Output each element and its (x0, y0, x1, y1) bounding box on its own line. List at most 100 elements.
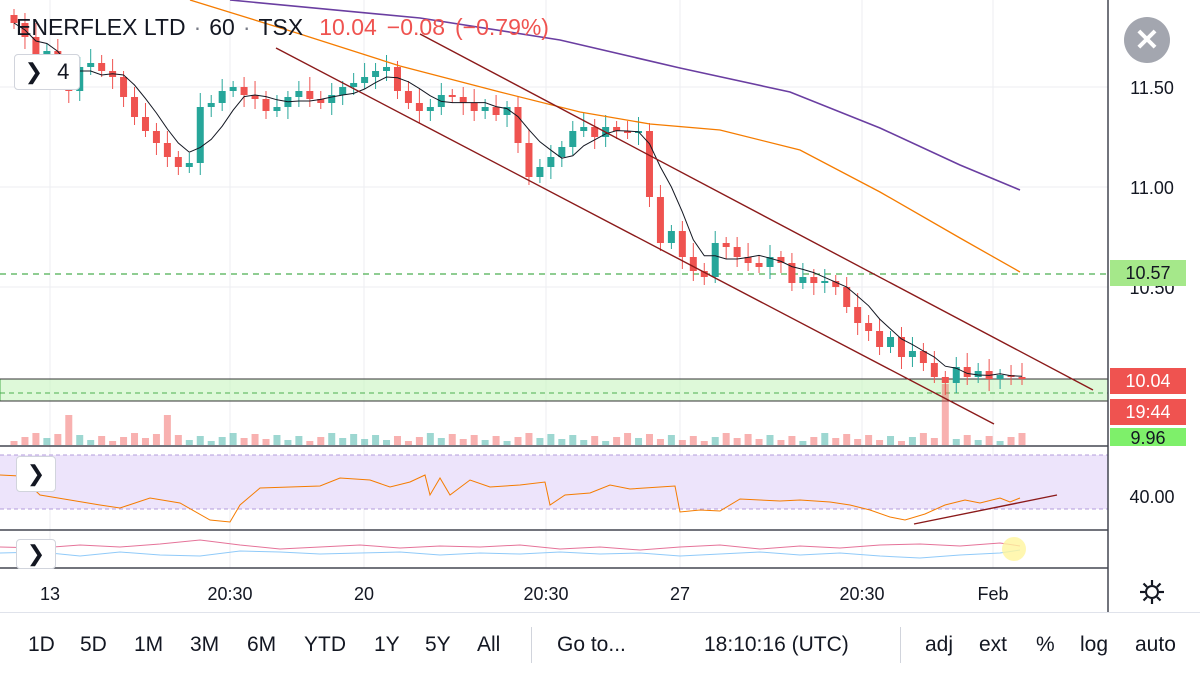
candle-body[interactable] (185, 163, 193, 167)
candle-body[interactable] (459, 97, 467, 103)
candle-body[interactable] (141, 117, 149, 131)
range-5d[interactable]: 5D (80, 632, 107, 656)
candle-body[interactable] (350, 83, 358, 87)
candle-body[interactable] (656, 197, 664, 243)
candle-body[interactable] (229, 87, 237, 91)
range-1d[interactable]: 1D (28, 632, 55, 656)
candle-body[interactable] (996, 375, 1004, 379)
candle-body[interactable] (908, 351, 916, 357)
candle-body[interactable] (645, 131, 653, 197)
range-1y[interactable]: 1Y (374, 632, 400, 656)
candle-body[interactable] (591, 127, 599, 137)
candle-body[interactable] (306, 91, 314, 99)
candle-body[interactable] (722, 243, 730, 247)
utc-clock[interactable]: 18:10:16 (UTC) (704, 632, 849, 656)
candle-body[interactable] (273, 107, 281, 111)
settings-gear-icon[interactable] (1138, 578, 1166, 606)
range-5y[interactable]: 5Y (425, 632, 451, 656)
candle-body[interactable] (843, 287, 851, 307)
candle-body[interactable] (569, 131, 577, 147)
toggle-log[interactable]: log (1080, 632, 1109, 656)
oscillator-pane-toggle-button[interactable]: ❯ (16, 539, 56, 569)
candle-body[interactable] (536, 167, 544, 177)
candle-body[interactable] (262, 99, 270, 111)
alert-price-tag[interactable]: 10.57 (1110, 260, 1186, 286)
candle-body[interactable] (470, 103, 478, 111)
candle-body[interactable] (832, 281, 840, 287)
candle-body[interactable] (854, 307, 862, 323)
candle-body[interactable] (10, 15, 18, 23)
candle-body[interactable] (152, 131, 160, 143)
candle-body[interactable] (733, 247, 741, 257)
candle-body[interactable] (558, 147, 566, 157)
candle-body[interactable] (667, 231, 675, 243)
candle-body[interactable] (799, 277, 807, 283)
symbol-name[interactable]: ENERFLEX LTD (16, 14, 186, 40)
range-6m[interactable]: 6M (247, 632, 277, 656)
range-1m[interactable]: 1M (134, 632, 164, 656)
candle-body[interactable] (963, 367, 971, 377)
candle-body[interactable] (810, 277, 818, 283)
candle-body[interactable] (711, 243, 719, 277)
candle-body[interactable] (700, 271, 708, 277)
candle-body[interactable] (415, 103, 423, 111)
range-3m[interactable]: 3M (190, 632, 220, 656)
candle-body[interactable] (163, 143, 171, 157)
candle-body[interactable] (777, 257, 785, 263)
range-ytd[interactable]: YTD (304, 632, 346, 656)
candle-body[interactable] (952, 367, 960, 383)
candle-body[interactable] (404, 91, 412, 103)
candle-body[interactable] (678, 231, 686, 257)
channel-upper-line[interactable] (419, 33, 1094, 391)
candle-body[interactable] (876, 331, 884, 347)
candle-body[interactable] (821, 281, 829, 283)
candle-body[interactable] (174, 157, 182, 167)
toggle-percent[interactable]: % (1036, 632, 1055, 656)
candle-body[interactable] (1018, 377, 1026, 379)
candle-body[interactable] (372, 71, 380, 77)
range-all[interactable]: All (477, 632, 501, 656)
candle-body[interactable] (766, 257, 774, 267)
candle-body[interactable] (503, 107, 511, 115)
candle-body[interactable] (481, 107, 489, 111)
candle-body[interactable] (98, 63, 106, 71)
candle-body[interactable] (744, 257, 752, 263)
candle-body[interactable] (788, 263, 796, 283)
candle-body[interactable] (383, 67, 391, 71)
channel-lower-line[interactable] (275, 47, 995, 425)
candle-body[interactable] (613, 127, 621, 131)
candle-body[interactable] (295, 91, 303, 97)
candle-body[interactable] (328, 95, 336, 103)
close-icon[interactable]: ✕ (1124, 17, 1170, 63)
candle-body[interactable] (580, 127, 588, 131)
candle-body[interactable] (624, 131, 632, 133)
candle-body[interactable] (755, 263, 763, 267)
candle-body[interactable] (207, 103, 215, 107)
candle-body[interactable] (196, 107, 204, 163)
candle-body[interactable] (448, 95, 456, 97)
candle-body[interactable] (240, 87, 248, 95)
candle-body[interactable] (361, 77, 369, 83)
candle-body[interactable] (919, 351, 927, 363)
candle-body[interactable] (525, 143, 533, 177)
support-zone[interactable] (0, 378, 1109, 402)
candle-body[interactable] (32, 37, 40, 63)
candle-body[interactable] (547, 157, 555, 167)
candle-body[interactable] (514, 107, 522, 143)
candle-body[interactable] (974, 371, 982, 377)
candle-body[interactable] (317, 99, 325, 103)
toggle-adj[interactable]: adj (925, 632, 954, 656)
candle-body[interactable] (87, 63, 95, 67)
candle-body[interactable] (930, 363, 938, 377)
candle-body[interactable] (131, 97, 139, 117)
candle-body[interactable] (897, 337, 905, 357)
rsi-divergence-line[interactable] (913, 494, 1058, 525)
candle-body[interactable] (492, 107, 500, 115)
candle-body[interactable] (865, 323, 873, 331)
candle-body[interactable] (393, 67, 401, 91)
candle-body[interactable] (887, 337, 895, 347)
rsi-pane-toggle-button[interactable]: ❯ (16, 456, 56, 492)
candle-body[interactable] (689, 257, 697, 271)
candle-body[interactable] (426, 107, 434, 111)
toggle-ext[interactable]: ext (979, 632, 1008, 656)
